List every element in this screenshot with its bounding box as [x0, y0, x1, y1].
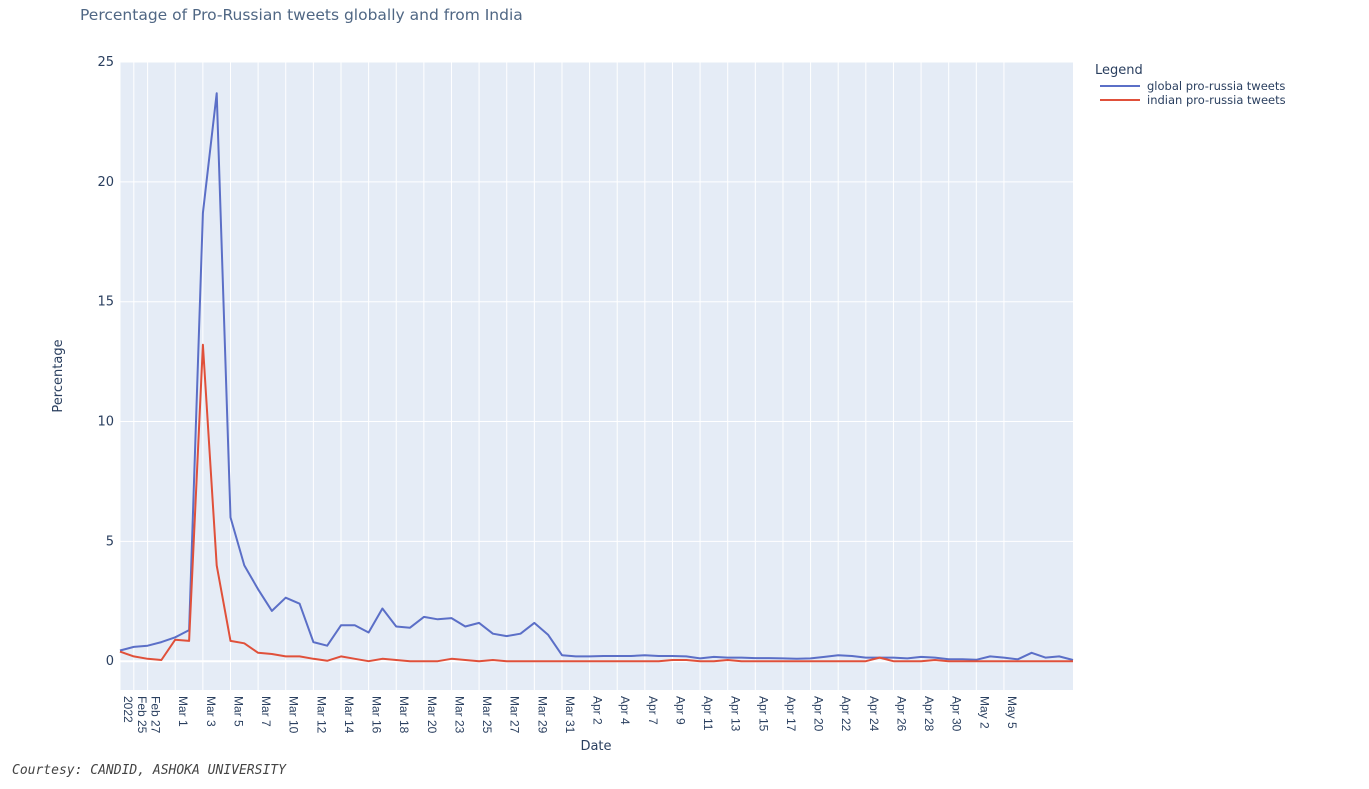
- plot-area: [120, 62, 1073, 690]
- x-tick-label: Apr 11: [701, 696, 715, 731]
- chart-title: Percentage of Pro-Russian tweets globall…: [80, 6, 523, 24]
- y-axis-title: Percentage: [51, 339, 66, 412]
- legend-label-global: global pro-russia tweets: [1147, 79, 1285, 93]
- y-tick-label: 25: [97, 55, 114, 70]
- y-axis: 0 5 10 15 20 25: [97, 55, 114, 669]
- x-tick-label: Feb 25: [135, 696, 149, 734]
- x-tick-label: Apr 17: [784, 696, 798, 732]
- x-tick-label: May 5: [1005, 696, 1019, 729]
- legend: Legend global pro-russia tweets indian p…: [1095, 63, 1286, 107]
- y-tick-label: 0: [106, 654, 114, 669]
- x-tick-label: Apr 15: [756, 696, 770, 732]
- x-tick-label: Apr 26: [894, 696, 908, 732]
- legend-label-india: indian pro-russia tweets: [1147, 93, 1286, 107]
- series-line-global: [119, 92, 1074, 661]
- x-tick-label: Mar 16: [370, 696, 384, 734]
- x-tick-label: Apr 4: [618, 696, 632, 725]
- x-tick-label: Mar 18: [397, 696, 411, 734]
- grid: [119, 61, 1073, 690]
- x-tick-label: Mar 7: [259, 696, 273, 727]
- x-tick-label: May 2: [977, 696, 991, 729]
- x-tick-label: Apr 24: [867, 696, 881, 732]
- x-tick-label: Mar 5: [231, 696, 245, 727]
- y-tick-label: 10: [97, 415, 114, 430]
- series-lines: [119, 92, 1074, 663]
- x-tick-label: Mar 27: [508, 696, 522, 734]
- x-tick-label: Apr 9: [673, 696, 687, 725]
- x-tick-label: Mar 29: [535, 696, 549, 734]
- x-tick-label: Mar 10: [287, 696, 301, 734]
- x-tick-label: Apr 22: [839, 696, 853, 732]
- x-tick-label: Feb 27: [149, 696, 163, 734]
- x-tick-label: Mar 20: [425, 696, 439, 734]
- y-tick-label: 15: [97, 295, 114, 310]
- series-line-india: [119, 343, 1073, 663]
- y-tick-label: 20: [97, 175, 114, 190]
- x-tick-label: Mar 14: [342, 696, 356, 734]
- x-tick-label: 2022: [121, 696, 135, 723]
- x-tick-label: Apr 2: [591, 696, 605, 725]
- x-axis: 2022 Feb 25 Feb 27 Mar 1 Mar 3 Mar 5 Mar 7 Mar …: [121, 696, 1019, 734]
- x-tick-label: Apr 7: [646, 696, 660, 725]
- courtesy-footer: Courtesy: CANDID, ASHOKA UNIVERSITY: [12, 763, 286, 778]
- x-tick-label: Mar 31: [563, 696, 577, 734]
- x-tick-label: Apr 28: [922, 696, 936, 732]
- x-tick-label: Mar 1: [176, 696, 190, 727]
- x-axis-title: Date: [580, 739, 611, 754]
- x-tick-label: Mar 25: [480, 696, 494, 734]
- x-tick-label: Mar 23: [452, 696, 466, 734]
- x-tick-label: Apr 20: [812, 696, 826, 732]
- legend-title: Legend: [1095, 63, 1143, 78]
- x-tick-label: Mar 12: [314, 696, 328, 734]
- x-tick-label: Mar 3: [204, 696, 218, 727]
- x-tick-label: Apr 13: [729, 696, 743, 732]
- y-tick-label: 5: [106, 534, 114, 549]
- x-tick-label: Apr 30: [950, 696, 964, 732]
